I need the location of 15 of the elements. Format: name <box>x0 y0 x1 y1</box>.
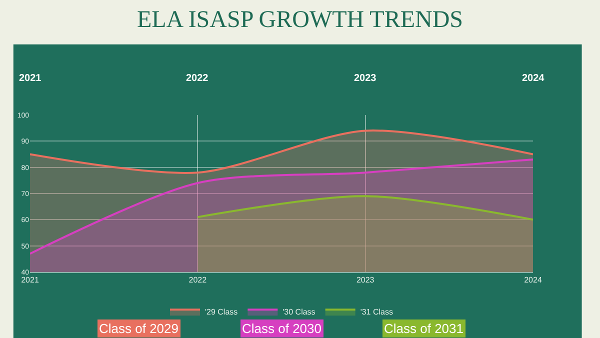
legend-label: '29 Class <box>205 308 238 317</box>
text: 2021 <box>19 73 42 84</box>
legend-label: '31 Class <box>360 308 393 317</box>
chart-title: ELA ISASP GROWTH TRENDS <box>136 6 464 33</box>
text: Class of 2030 <box>242 321 322 336</box>
text: Class of 2029 <box>99 321 178 336</box>
x-tick-label: 2023 <box>356 276 375 285</box>
text: 2022 <box>186 73 209 84</box>
text: Class of 2031 <box>384 321 464 336</box>
x-tick-label: 2024 <box>524 276 542 285</box>
text: 2024 <box>522 73 545 84</box>
legend-label: '30 Class <box>282 308 316 317</box>
text: 2023 <box>354 73 377 84</box>
x-tick-label: 2021 <box>21 276 40 285</box>
x-tick-label: 2022 <box>188 276 208 285</box>
